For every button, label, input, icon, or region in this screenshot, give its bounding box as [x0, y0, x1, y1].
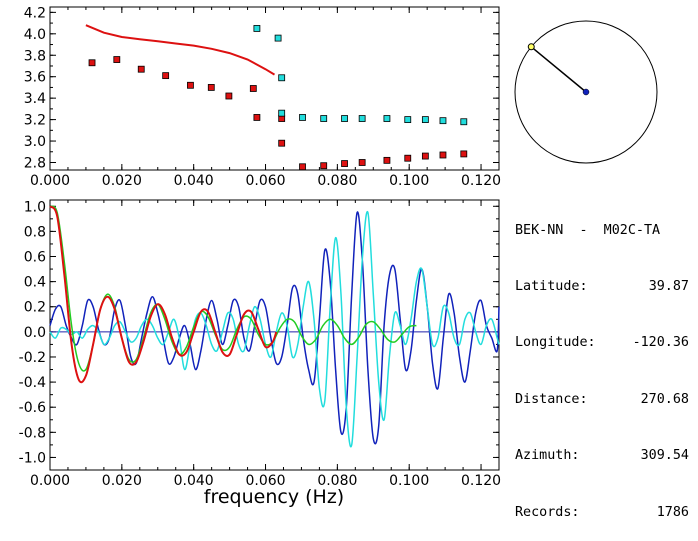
x-tick-label: 0.080: [317, 473, 357, 489]
cyan-point: [341, 115, 348, 122]
y-tick-label: 4.2: [24, 5, 46, 21]
x-tick-label: 0.120: [461, 473, 501, 489]
red-point: [88, 59, 96, 67]
info-label: Azimuth:: [515, 448, 580, 464]
dispersion-curve: [85, 24, 276, 76]
red-point: [187, 81, 194, 89]
info-value: 39.87: [648, 278, 689, 294]
y-tick-label: 1.0: [24, 199, 46, 215]
y-tick-label: 3.0: [24, 134, 46, 150]
cyan-point: [274, 34, 282, 42]
figure: 0.000 0.020 0.040 0.060 0.080 0.100 0.120 2.8 3.…: [19, 5, 658, 508]
station-name: BEK-NN - M02C-TA: [515, 222, 661, 238]
red-point: [421, 152, 429, 160]
cyan-trace: [49, 210, 500, 448]
dial-circle: [514, 20, 658, 164]
green-trace: [49, 205, 417, 372]
cyan-point: [253, 25, 261, 32]
info-row-azimuth: Azimuth: 309.54: [515, 447, 689, 466]
y-tick-label: 0.8: [24, 224, 46, 240]
y-tick-label: 4.0: [24, 27, 46, 43]
x-tick-label: 0.100: [389, 473, 429, 489]
azimuth-line: [530, 46, 587, 93]
y-tick-label: 0.6: [24, 250, 46, 266]
cyan-point: [278, 109, 286, 117]
x-axis-label: frequency (Hz): [204, 486, 344, 508]
red-point: [341, 160, 348, 167]
red-point: [162, 72, 170, 80]
y-tick-label: -1.0: [19, 450, 46, 466]
x-tick-label: 0.060: [245, 473, 285, 489]
azimuth-dial: [514, 20, 658, 164]
plot-frame: [49, 6, 500, 171]
x-tick-label: 0.060: [245, 173, 285, 189]
blue-trace: [49, 211, 500, 445]
info-value: 309.54: [640, 448, 689, 464]
y-tick-label: 3.4: [24, 91, 46, 107]
red-point: [320, 162, 328, 170]
plot-frame: [49, 199, 500, 471]
x-tick-label: 0.100: [389, 173, 429, 189]
red-point: [137, 65, 145, 73]
cyan-point: [358, 115, 366, 122]
y-tick-label: 0.4: [24, 275, 46, 291]
red-point: [278, 139, 286, 147]
red-point: [253, 114, 261, 121]
correlation-panel: 0.000 0.020 0.040 0.060 0.080 0.100 0.120 1.0 0.…: [19, 199, 501, 489]
x-tick-label: 0.000: [30, 473, 70, 489]
x-tick-label: 0.020: [102, 473, 142, 489]
info-row-latitude: Latitude: 39.87: [515, 278, 689, 297]
cyan-point: [439, 117, 447, 125]
y-tick-label: 0.2: [24, 300, 46, 316]
x-tick-label: 0.040: [174, 473, 214, 489]
x-tick-label: 0.120: [461, 173, 501, 189]
y-tick-label: 3.8: [24, 48, 46, 64]
cyan-point: [460, 118, 468, 126]
cyan-point: [278, 74, 286, 82]
x-tick-label: 0.020: [102, 173, 142, 189]
y-tick-label: 0.0: [24, 325, 46, 341]
y-tick-label: 3.2: [24, 113, 46, 129]
red-point: [460, 150, 468, 158]
red-point: [383, 156, 391, 164]
info-label: Records:: [515, 504, 580, 520]
red-point: [404, 154, 412, 162]
info-value: -120.36: [632, 335, 689, 351]
red-point: [358, 159, 366, 166]
red-point: [439, 151, 447, 159]
red-point: [113, 56, 121, 63]
info-row-distance: Distance: 270.68: [515, 391, 689, 410]
x-tick-label: 0.040: [174, 173, 214, 189]
x-tick-label: 0.080: [317, 173, 357, 189]
info-label: Latitude:: [515, 278, 588, 294]
station-marker: [527, 43, 535, 51]
info-row-longitude: Longitude: -120.36: [515, 334, 689, 353]
y-tick-label: -0.4: [19, 375, 46, 391]
red-point: [225, 92, 233, 100]
info-row-records: Records: 1786: [515, 504, 689, 523]
red-point: [207, 84, 215, 91]
x-tick-label: 0.000: [30, 173, 70, 189]
info-label: Distance:: [515, 391, 588, 407]
origin-marker: [582, 88, 590, 96]
cyan-point: [299, 114, 306, 121]
y-tick-label: -0.6: [19, 400, 46, 416]
red-point: [249, 85, 257, 92]
cyan-point: [421, 116, 429, 123]
y-tick-label: 2.8: [24, 155, 46, 171]
red-point: [299, 163, 306, 171]
y-tick-label: -0.2: [19, 350, 46, 366]
info-value: 270.68: [640, 391, 689, 407]
y-tick-label: -0.8: [19, 425, 46, 441]
cyan-point: [320, 115, 328, 122]
cyan-point: [383, 115, 391, 122]
dispersion-panel: 0.000 0.020 0.040 0.060 0.080 0.100 0.120 2.8 3.…: [24, 5, 501, 189]
y-tick-label: 3.6: [24, 70, 46, 86]
info-value: 1786: [656, 504, 689, 520]
info-label: Longitude:: [515, 335, 596, 351]
red-trace: [49, 205, 278, 384]
station-info: BEK-NN - M02C-TA Latitude: 39.87 Longitud…: [515, 184, 689, 541]
cyan-point: [404, 116, 412, 123]
